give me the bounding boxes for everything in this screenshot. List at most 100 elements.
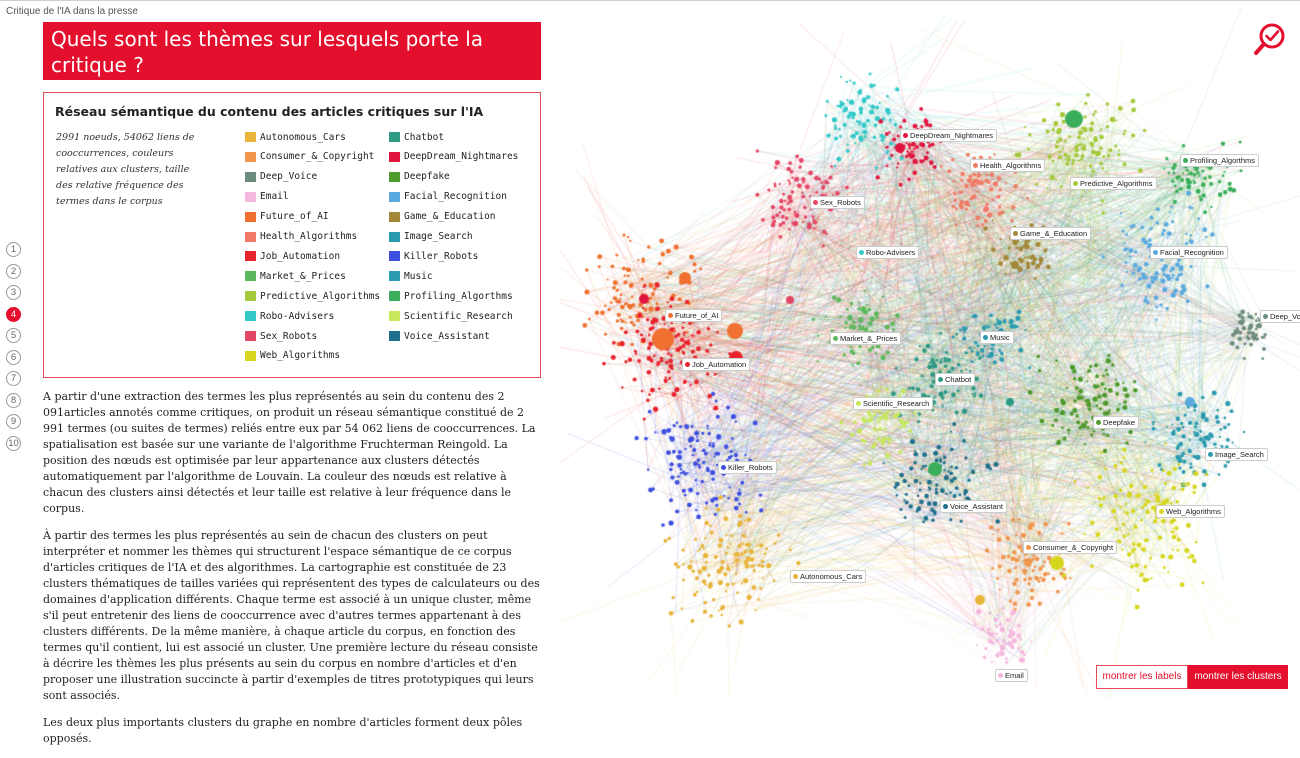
cluster-label[interactable]: Job_Automation — [682, 358, 751, 371]
cluster-label[interactable]: Email — [995, 669, 1028, 682]
cluster-label[interactable]: Market_&_Prices — [830, 332, 902, 345]
legend-swatch — [389, 171, 400, 182]
article-paragraph-1: A partir d'une extraction des termes les… — [43, 390, 536, 515]
legend-label: Autonomous_Cars — [260, 131, 346, 143]
step-6-button[interactable]: 6 — [6, 349, 21, 365]
cluster-label-text: Music — [990, 333, 1010, 342]
cluster-label[interactable]: Game_&_Education — [1010, 227, 1092, 240]
legend-label: Consumer_&_Copyright — [260, 151, 375, 163]
legend-label: Web_Algorithms — [260, 350, 341, 362]
semantic-network-graph[interactable]: DeepDream_Nightmares Health_Algorithms Pro… — [560, 0, 1300, 699]
legend-item: Web_Algorithms — [245, 348, 340, 364]
step-4-button[interactable]: 4 — [6, 306, 21, 322]
cluster-label[interactable]: Killer_Robots — [718, 461, 777, 474]
page-title: Quels sont les thèmes sur lesquels porte… — [43, 22, 541, 80]
legend-item: Consumer_&_Copyright — [245, 149, 374, 165]
step-10-button[interactable]: 10 — [6, 435, 21, 451]
cluster-dot — [833, 336, 838, 341]
cluster-label-text: Autonomous_Cars — [800, 572, 863, 581]
cluster-label-text: Facial_Recognition — [1160, 248, 1224, 257]
cluster-label[interactable]: Image_Search — [1205, 448, 1268, 461]
cluster-label-text: Game_&_Education — [1020, 229, 1088, 238]
cluster-dot — [668, 313, 673, 318]
legend-swatch — [245, 311, 256, 322]
cluster-label[interactable]: Health_Algorithms — [970, 159, 1046, 172]
cluster-label[interactable]: Web_Algorithms — [1156, 505, 1225, 518]
legend-swatch — [389, 331, 400, 341]
cluster-label-text: Market_&_Prices — [840, 334, 898, 343]
search-check-icon[interactable] — [1253, 22, 1287, 56]
legend-swatch — [389, 151, 400, 162]
cluster-label-text: Profiling_Algorthms — [1190, 156, 1256, 165]
step-9-button[interactable]: 9 — [6, 414, 21, 429]
cluster-label[interactable]: Music — [980, 331, 1014, 344]
step-3-button[interactable]: 3 — [6, 285, 21, 300]
cluster-dot — [983, 335, 988, 340]
cluster-label-text: Deepfake — [1103, 418, 1136, 427]
step-7-button[interactable]: 7 — [6, 371, 21, 386]
legend-label: Job_Automation — [260, 250, 341, 262]
legend-label: Voice_Assistant — [404, 330, 490, 342]
legend-item: Image_Search — [389, 229, 473, 245]
cluster-dot — [998, 673, 1003, 678]
legend-swatch — [245, 171, 256, 182]
legend-label: Sex_Robots — [260, 330, 318, 342]
cluster-label[interactable]: Predictive_Algorithms — [1070, 177, 1157, 190]
legend-label: Future_of_AI — [260, 211, 329, 223]
step-1-button[interactable]: 1 — [6, 242, 21, 257]
cluster-label[interactable]: Chatbot — [935, 373, 976, 386]
cluster-dot — [1153, 250, 1158, 255]
cluster-label[interactable]: DeepDream_Nightmares — [900, 129, 997, 142]
legend-label: Music — [404, 270, 433, 282]
cluster-label-text: Email — [1005, 671, 1024, 680]
cluster-label-text: Killer_Robots — [728, 463, 773, 472]
cluster-label[interactable]: Future_of_AI — [665, 309, 723, 322]
cluster-label[interactable]: Sex_Robots — [810, 196, 865, 209]
cluster-label[interactable]: Consumer_&_Copyright — [1023, 541, 1118, 554]
legend-item: Health_Algorithms — [245, 229, 357, 245]
cluster-label[interactable]: Autonomous_Cars — [790, 570, 867, 583]
cluster-label[interactable]: Scientific_Research — [853, 397, 934, 410]
cluster-label[interactable]: Deep_Vo — [1260, 310, 1300, 323]
legend-swatch — [245, 251, 256, 262]
legend-item: Autonomous_Cars — [245, 129, 346, 145]
cluster-dot — [938, 377, 943, 382]
legend-item: Deep_Voice — [245, 169, 317, 185]
show-clusters-button[interactable]: montrer les clusters — [1188, 665, 1288, 689]
legend-item: Facial_Recognition — [389, 189, 507, 205]
cluster-label[interactable]: Robo-Advisers — [856, 246, 920, 259]
legend-item: Scientific_Research — [389, 308, 513, 324]
legend-label: Facial_Recognition — [404, 191, 507, 203]
cluster-label[interactable]: Facial_Recognition — [1150, 246, 1228, 259]
legend-label: DeepDream_Nightmares — [404, 151, 519, 163]
article-paragraph-2: À partir des termes les plus représentés… — [43, 529, 540, 702]
cluster-dot — [1013, 231, 1018, 236]
show-labels-button[interactable]: montrer les labels — [1096, 665, 1188, 689]
cluster-dot — [903, 133, 908, 138]
legend-swatch — [245, 191, 256, 202]
legend-item: Market_&_Prices — [245, 268, 346, 284]
network-canvas[interactable] — [560, 0, 1300, 699]
legend-item: DeepDream_Nightmares — [389, 149, 518, 165]
legend-panel: Réseau sémantique du contenu des article… — [43, 92, 541, 378]
legend-label: Email — [260, 191, 289, 203]
article-paragraph-3: Les deux plus importants clusters du gra… — [43, 716, 523, 745]
step-8-button[interactable]: 8 — [6, 392, 21, 408]
cluster-label[interactable]: Deepfake — [1093, 416, 1140, 429]
step-5-button[interactable]: 5 — [6, 328, 21, 343]
cluster-label-text: Scientific_Research — [863, 399, 930, 408]
legend-item: Email — [245, 189, 289, 205]
document-title: Critique de l'IA dans la presse — [6, 6, 138, 17]
legend-swatch — [389, 191, 400, 202]
cluster-label[interactable]: Voice_Assistant — [940, 500, 1007, 513]
legend-swatch — [389, 132, 400, 142]
cluster-label-text: Predictive_Algorithms — [1080, 179, 1153, 188]
step-2-button[interactable]: 2 — [6, 263, 21, 279]
cluster-label-text: Deep_Vo — [1270, 312, 1300, 321]
legend-label: Robo-Advisers — [260, 310, 335, 322]
cluster-label-text: Future_of_AI — [675, 311, 719, 320]
cluster-label-text: Health_Algorithms — [980, 161, 1042, 170]
cluster-dot — [1159, 509, 1164, 514]
cluster-label-text: Voice_Assistant — [950, 502, 1003, 511]
cluster-label[interactable]: Profiling_Algorthms — [1180, 154, 1260, 167]
